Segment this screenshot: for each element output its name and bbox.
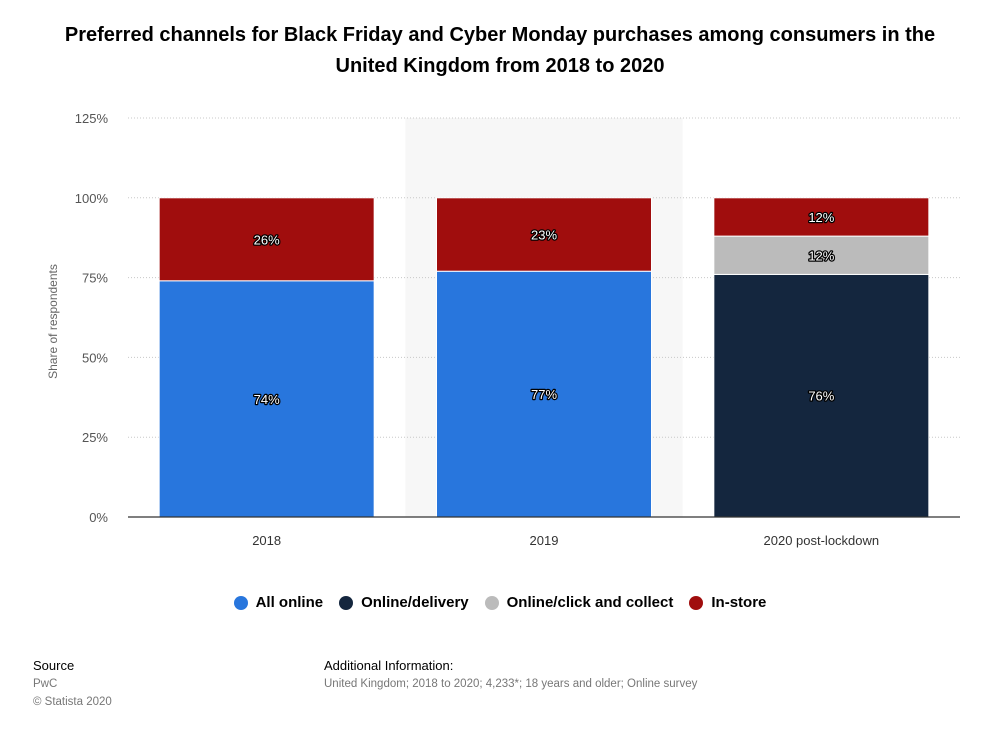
bar-in-store bbox=[436, 197, 652, 272]
x-tick-label: 2020 post-lockdown bbox=[764, 533, 880, 548]
legend-marker-all-online bbox=[233, 595, 248, 610]
chart-legend: All online Online/delivery Online/click … bbox=[0, 594, 1000, 611]
bar-online-click-and-collect bbox=[713, 235, 930, 275]
bar-in-store bbox=[158, 197, 375, 282]
source-heading: Source bbox=[33, 658, 75, 673]
source-block: Source PwC © Statista 2020 bbox=[33, 657, 112, 711]
data-label: 12% bbox=[808, 210, 834, 225]
y-tick-label: 25% bbox=[82, 430, 108, 445]
legend-item-click-and-collect[interactable]: Online/click and collect bbox=[484, 594, 674, 611]
legend-label: Online/click and collect bbox=[506, 594, 674, 611]
data-label: 76% bbox=[808, 389, 834, 404]
legend-item-all-online[interactable]: All online bbox=[233, 594, 324, 611]
legend-label: All online bbox=[255, 594, 324, 611]
legend-marker-click-and-collect bbox=[484, 595, 499, 610]
legend-item-online-delivery[interactable]: Online/delivery bbox=[339, 594, 469, 611]
bar-chart: 0% 25% 50% 75% 100% 125% Share of respondents 7… bbox=[46, 111, 960, 548]
bar-in-store bbox=[713, 197, 930, 237]
bar-all-online bbox=[436, 270, 652, 518]
bar-online-delivery bbox=[713, 273, 930, 518]
y-axis-label: Share of respondents bbox=[46, 264, 60, 379]
legend-marker-in-store bbox=[689, 595, 704, 610]
source-name[interactable]: PwC bbox=[33, 678, 58, 690]
legend-item-in-store[interactable]: In-store bbox=[689, 594, 766, 611]
legend-label: Online/delivery bbox=[361, 594, 469, 611]
data-label: 23% bbox=[531, 228, 557, 243]
chart-title: Preferred channels for Black Friday and … bbox=[64, 24, 936, 77]
y-tick-label: 50% bbox=[82, 350, 108, 365]
additional-info-block: Additional Information: United Kingdom; … bbox=[324, 657, 697, 693]
copyright[interactable]: © Statista 2020 bbox=[33, 696, 112, 708]
data-label: 74% bbox=[254, 392, 280, 407]
y-tick-label: 100% bbox=[75, 191, 109, 206]
x-tick-label: 2019 bbox=[530, 533, 559, 548]
y-tick-label: 75% bbox=[82, 271, 108, 286]
additional-info-text: United Kingdom; 2018 to 2020; 4,233*; 18… bbox=[324, 678, 698, 690]
x-tick-label: 2018 bbox=[252, 533, 281, 548]
y-tick-label: 125% bbox=[75, 111, 109, 126]
y-tick-label: 0% bbox=[89, 510, 108, 525]
data-label: 77% bbox=[531, 387, 557, 402]
data-label: 12% bbox=[808, 248, 834, 263]
additional-info-heading: Additional Information: bbox=[324, 658, 454, 673]
data-label: 26% bbox=[254, 232, 280, 247]
legend-marker-online-delivery bbox=[339, 595, 354, 610]
legend-label: In-store bbox=[711, 594, 767, 611]
